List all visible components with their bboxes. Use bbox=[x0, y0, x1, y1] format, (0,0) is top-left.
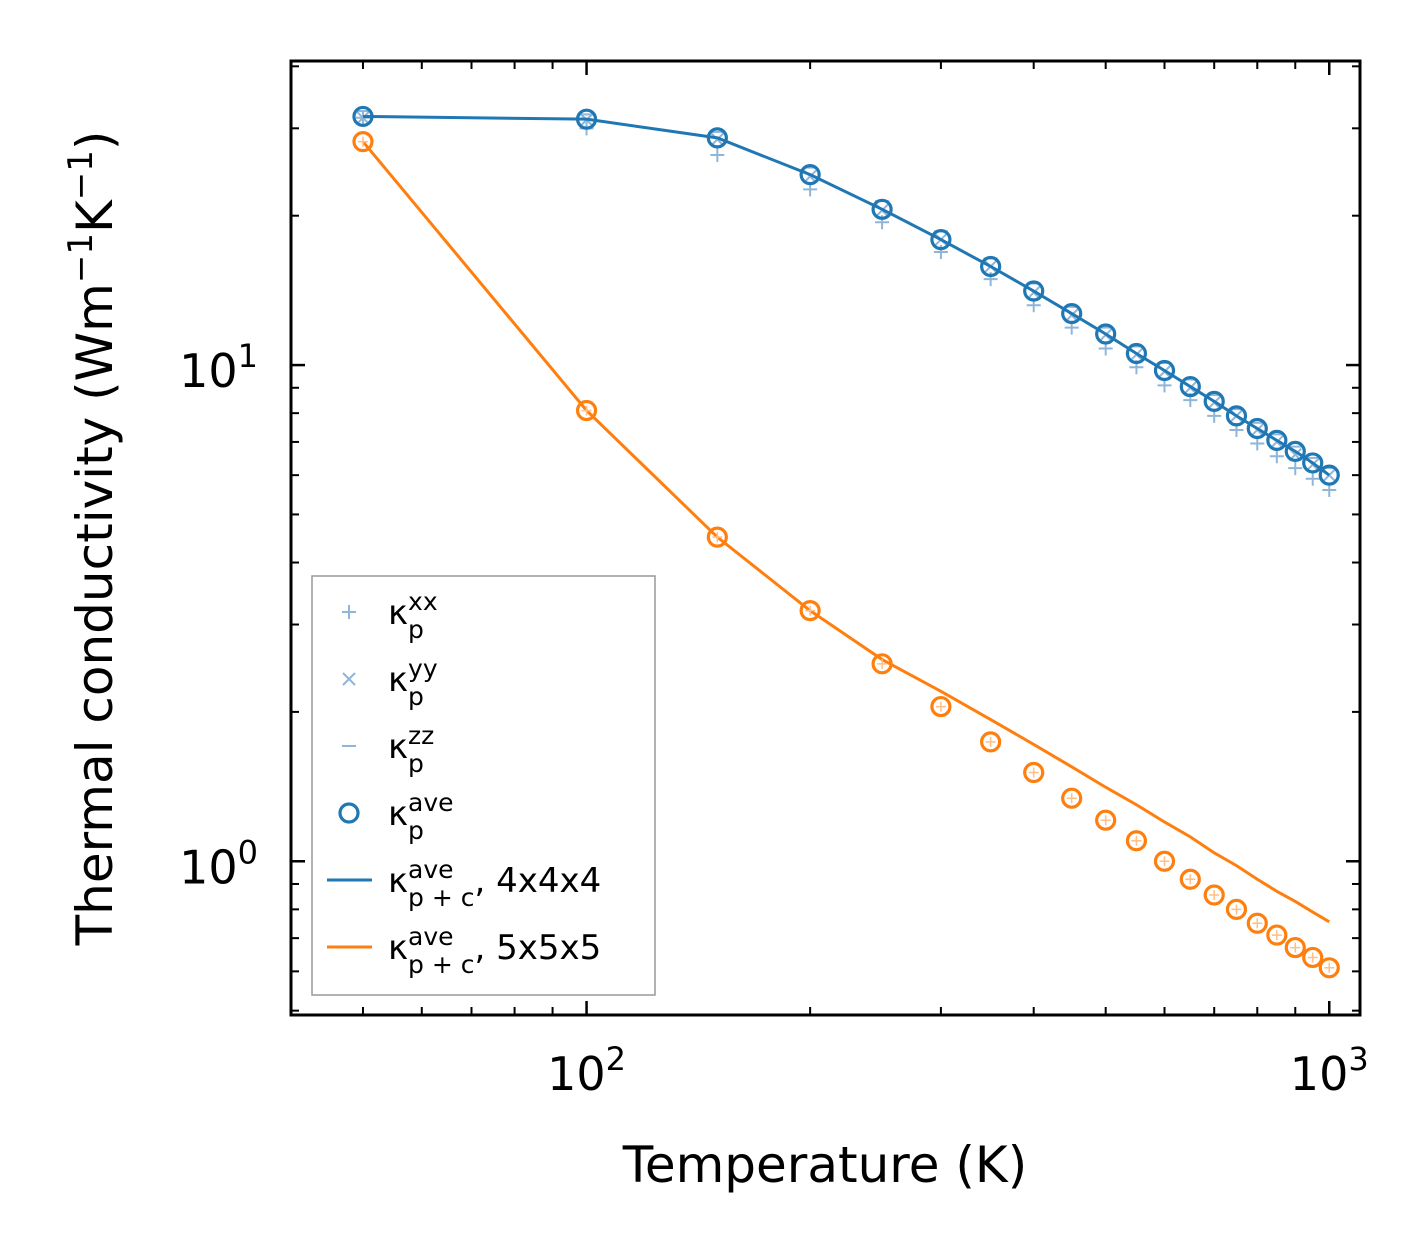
orange-ave-point bbox=[575, 399, 598, 422]
orange-ave-point bbox=[1246, 912, 1268, 934]
kp-ave-point bbox=[1318, 464, 1340, 486]
orange-component-point bbox=[581, 405, 592, 416]
legend-label: κxx p bbox=[388, 587, 438, 644]
orange-ave-point bbox=[1266, 924, 1288, 946]
kp-ave-point bbox=[352, 105, 374, 128]
kp-ave-point bbox=[980, 255, 1002, 278]
tick-labels: 102 103 100 101 bbox=[179, 337, 1369, 1101]
legend-item-kp_xx: κxx p bbox=[342, 587, 438, 644]
legend-swatch-marker bbox=[338, 802, 360, 824]
orange-component-point bbox=[1307, 952, 1318, 963]
y-tick-label: 101 bbox=[179, 337, 258, 398]
orange-component-point bbox=[1271, 930, 1282, 941]
kp-ave-point bbox=[1179, 375, 1201, 398]
orange-component-point bbox=[1131, 835, 1142, 846]
orange-component-point bbox=[985, 736, 996, 747]
orange-component-point bbox=[1324, 962, 1335, 973]
orange-component-point bbox=[357, 136, 368, 147]
orange-component-point bbox=[805, 605, 816, 616]
orange-component-point bbox=[712, 532, 723, 543]
orange-ave-point bbox=[1225, 898, 1248, 920]
orange-ave-point bbox=[706, 526, 728, 548]
legend-item-kpc_ave_444: κave p + c, 4x4x4 bbox=[327, 855, 601, 912]
orange-component-point bbox=[877, 658, 888, 669]
kp-ave-point bbox=[1246, 417, 1268, 440]
legend-label: κyy p bbox=[388, 654, 438, 711]
legend-swatch-marker bbox=[342, 605, 356, 619]
kpc-ave-555-line bbox=[361, 140, 1331, 924]
x-axis-label: Temperature (K) bbox=[622, 1136, 1027, 1194]
orange-ave-point bbox=[1153, 850, 1176, 872]
orange-component-point bbox=[1100, 815, 1111, 826]
kp-ave-point bbox=[1153, 359, 1176, 382]
kp_xx-point bbox=[1288, 461, 1303, 476]
legend-item-kp_ave: κave p bbox=[338, 788, 454, 845]
orange-ave-point bbox=[1095, 809, 1117, 831]
orange-component-point bbox=[1066, 793, 1077, 804]
kp-ave-point bbox=[799, 164, 821, 186]
orange-ave-point bbox=[871, 653, 893, 675]
kp-ave-point bbox=[706, 127, 728, 149]
legend-box bbox=[311, 575, 656, 996]
x-tick-label: 102 bbox=[547, 1040, 626, 1101]
kp-ave-point bbox=[1061, 302, 1083, 325]
orange-component-point bbox=[1028, 767, 1039, 778]
orange-component-point bbox=[935, 701, 946, 712]
kp-ave-point bbox=[575, 108, 598, 130]
orange-ave-point bbox=[1125, 830, 1148, 852]
kp-ave-point bbox=[930, 228, 952, 251]
kp-ave-point bbox=[1225, 405, 1248, 427]
y-axis-label: Thermal conductivity (Wm−1K−1) bbox=[61, 131, 124, 947]
orange-ave-point bbox=[1023, 761, 1045, 784]
orange-component-point bbox=[1252, 918, 1263, 929]
kp-ave-point bbox=[871, 198, 893, 220]
plot-frame bbox=[289, 59, 1362, 1017]
orange-ave-point bbox=[1061, 787, 1083, 809]
orange-component-point bbox=[1231, 904, 1242, 915]
legend-label: κave p bbox=[388, 788, 454, 845]
legend-item-kp_zz: κzz p bbox=[342, 721, 434, 778]
kp-ave-point bbox=[1266, 429, 1288, 451]
kp_xx-point bbox=[1269, 449, 1284, 464]
y-tick-label: 100 bbox=[179, 833, 258, 894]
kp_xx-point bbox=[710, 148, 725, 163]
legend-item-kp_yy: κyy p bbox=[342, 654, 438, 711]
kp-ave-point bbox=[1203, 390, 1225, 412]
orange-ave-point bbox=[352, 131, 374, 153]
kp-ave-point bbox=[1125, 342, 1148, 365]
orange-component-point bbox=[1290, 942, 1301, 953]
orange-ave-point bbox=[799, 600, 821, 622]
kp-ave-point bbox=[1023, 280, 1045, 302]
legend-label: κzz p bbox=[388, 721, 434, 778]
kpc-ave-444-line bbox=[362, 114, 1331, 477]
legend-swatch-marker bbox=[342, 672, 356, 686]
kp-ave-point bbox=[1284, 440, 1306, 462]
orange-ave-point bbox=[980, 731, 1002, 753]
kp-ave-point bbox=[1095, 323, 1117, 345]
orange-ave-point bbox=[1284, 936, 1306, 959]
orange-component-point bbox=[1209, 890, 1220, 901]
legend-item-kpc_ave_555: κave p + c, 5x5x5 bbox=[327, 922, 601, 979]
orange-ave-point bbox=[1302, 946, 1324, 969]
kp-ave-point bbox=[1302, 452, 1324, 474]
orange-ave-point bbox=[1318, 957, 1340, 979]
orange-component-point bbox=[1185, 874, 1196, 885]
orange-ave-point bbox=[1179, 868, 1201, 890]
x-tick-label: 103 bbox=[1290, 1040, 1369, 1101]
orange-ave-point bbox=[1203, 884, 1225, 906]
orange-component-point bbox=[1159, 856, 1170, 867]
legend-label: κave p + c, 5x5x5 bbox=[388, 922, 601, 979]
legend: κxx p κyy p κzz p κave p κave p + c, 4x4x4 κave p +… bbox=[311, 575, 656, 996]
plot-series bbox=[352, 105, 1340, 979]
kp_xx-point bbox=[1305, 471, 1320, 486]
orange-ave-point bbox=[930, 695, 952, 718]
legend-label: κave p + c, 4x4x4 bbox=[388, 855, 601, 912]
